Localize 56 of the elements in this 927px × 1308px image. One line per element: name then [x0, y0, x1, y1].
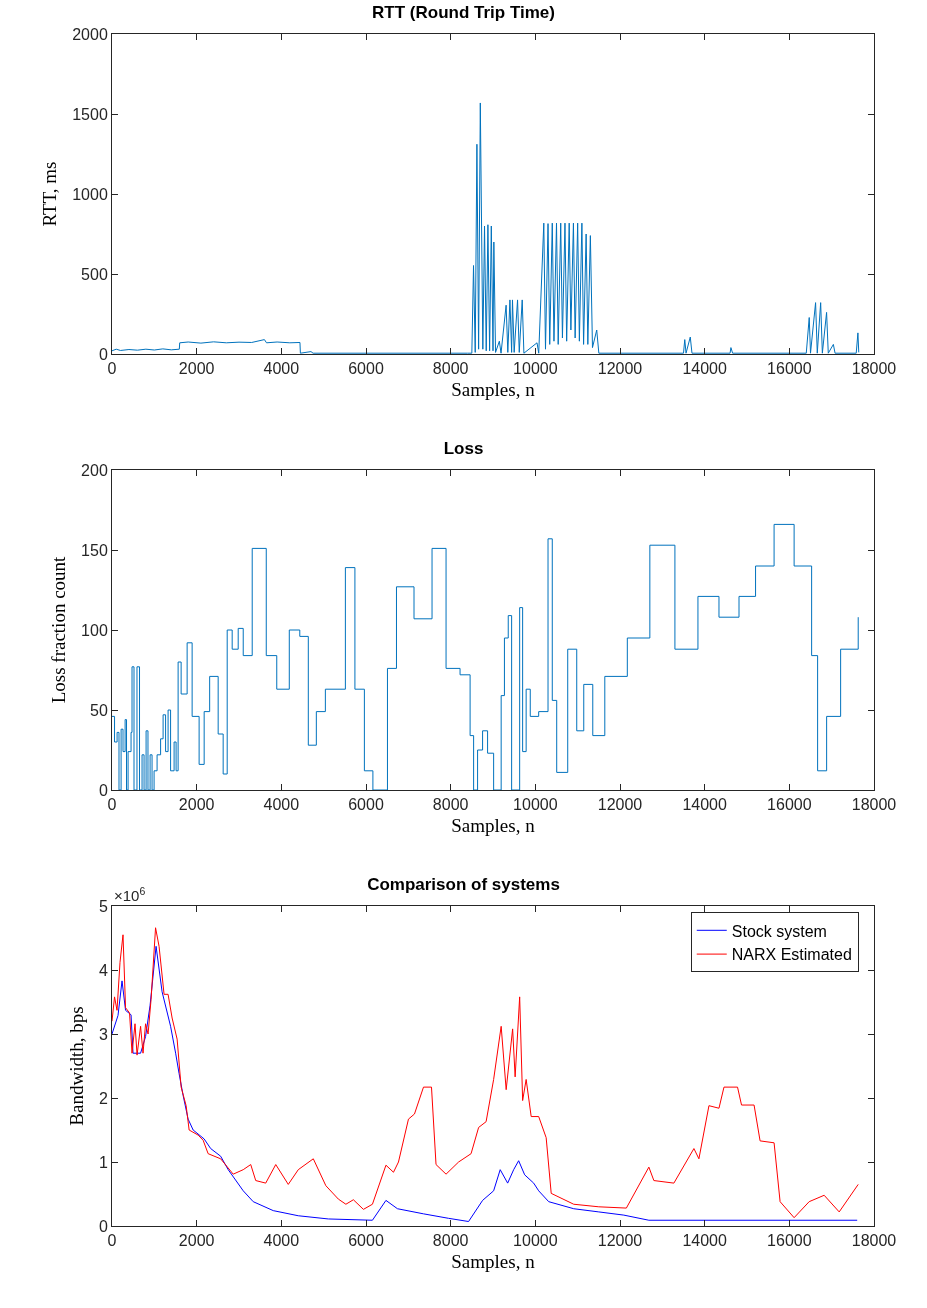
y-tick-label: 0: [98, 1217, 108, 1235]
legend-label: Stock system: [731, 922, 827, 940]
x-tick-label: 12000: [597, 360, 643, 378]
y-tick-label: 1: [98, 1153, 108, 1171]
y-tick-label: 200: [81, 461, 108, 479]
y-axis-title: Bandwidth, bps: [65, 1006, 87, 1126]
y-tick-label: 2000: [72, 25, 108, 43]
y-axis-title: Loss fraction count: [47, 555, 69, 704]
x-tick-label: 4000: [263, 796, 300, 814]
x-tick-label: 10000: [513, 796, 558, 814]
x-tick-label: 2000: [178, 360, 215, 378]
x-tick-label: 4000: [263, 1232, 300, 1250]
y-tick-label: 100: [81, 621, 108, 639]
x-tick-label: 12000: [597, 796, 643, 814]
x-tick-label: 18000: [851, 360, 897, 378]
chart-title: Loss: [443, 439, 484, 459]
x-tick-label: 12000: [597, 1232, 643, 1250]
text: ×10$^{6}$: [114, 885, 146, 905]
legend-label: NARX Estimated: [731, 946, 852, 964]
x-tick-label: 16000: [767, 1232, 812, 1250]
y-tick-label: 4: [98, 961, 108, 979]
y-tick-label: 5: [98, 897, 108, 915]
x-tick-label: 6000: [348, 1232, 384, 1250]
x-tick-label: 2000: [178, 796, 215, 814]
line-series: [112, 102, 860, 354]
y-tick-label: 50: [90, 701, 108, 719]
x-axis-title: Samples, n: [451, 379, 536, 400]
x-tick-label: 14000: [682, 1232, 728, 1250]
x-tick-label: 16000: [767, 360, 812, 378]
y-tick-label: 0: [98, 345, 108, 363]
chart-title: Comparison of systems: [367, 875, 560, 895]
x-tick-label: 10000: [513, 1232, 558, 1250]
y-tick-label: 150: [81, 541, 108, 559]
x-tick-label: 8000: [432, 1232, 469, 1250]
x-tick-label: 18000: [851, 1232, 897, 1250]
x-axis-title: Samples, n: [451, 815, 536, 836]
y-tick-label: 0: [98, 781, 108, 799]
x-tick-label: 14000: [682, 796, 728, 814]
x-tick-label: 2000: [178, 1232, 215, 1250]
x-tick-label: 14000: [682, 360, 728, 378]
x-tick-label: 8000: [432, 796, 469, 814]
y-tick-label: 2: [98, 1089, 108, 1107]
y-tick-label: 1000: [72, 185, 108, 203]
x-tick-label: 18000: [851, 796, 897, 814]
x-tick-label: 8000: [432, 360, 469, 378]
x-tick-label: 6000: [348, 796, 384, 814]
x-tick-label: 4000: [263, 360, 300, 378]
x-tick-label: 16000: [767, 796, 812, 814]
y-tick-label: 500: [81, 265, 108, 283]
x-tick-label: 6000: [348, 360, 384, 378]
y-axis-title: RTT, ms: [39, 161, 61, 227]
y-tick-label: 3: [98, 1025, 108, 1043]
x-tick-label: 10000: [513, 360, 558, 378]
chart-title: RTT (Round Trip Time): [372, 3, 555, 23]
y-tick-label: 1500: [72, 105, 108, 123]
x-axis-title: Samples, n: [451, 1251, 536, 1272]
